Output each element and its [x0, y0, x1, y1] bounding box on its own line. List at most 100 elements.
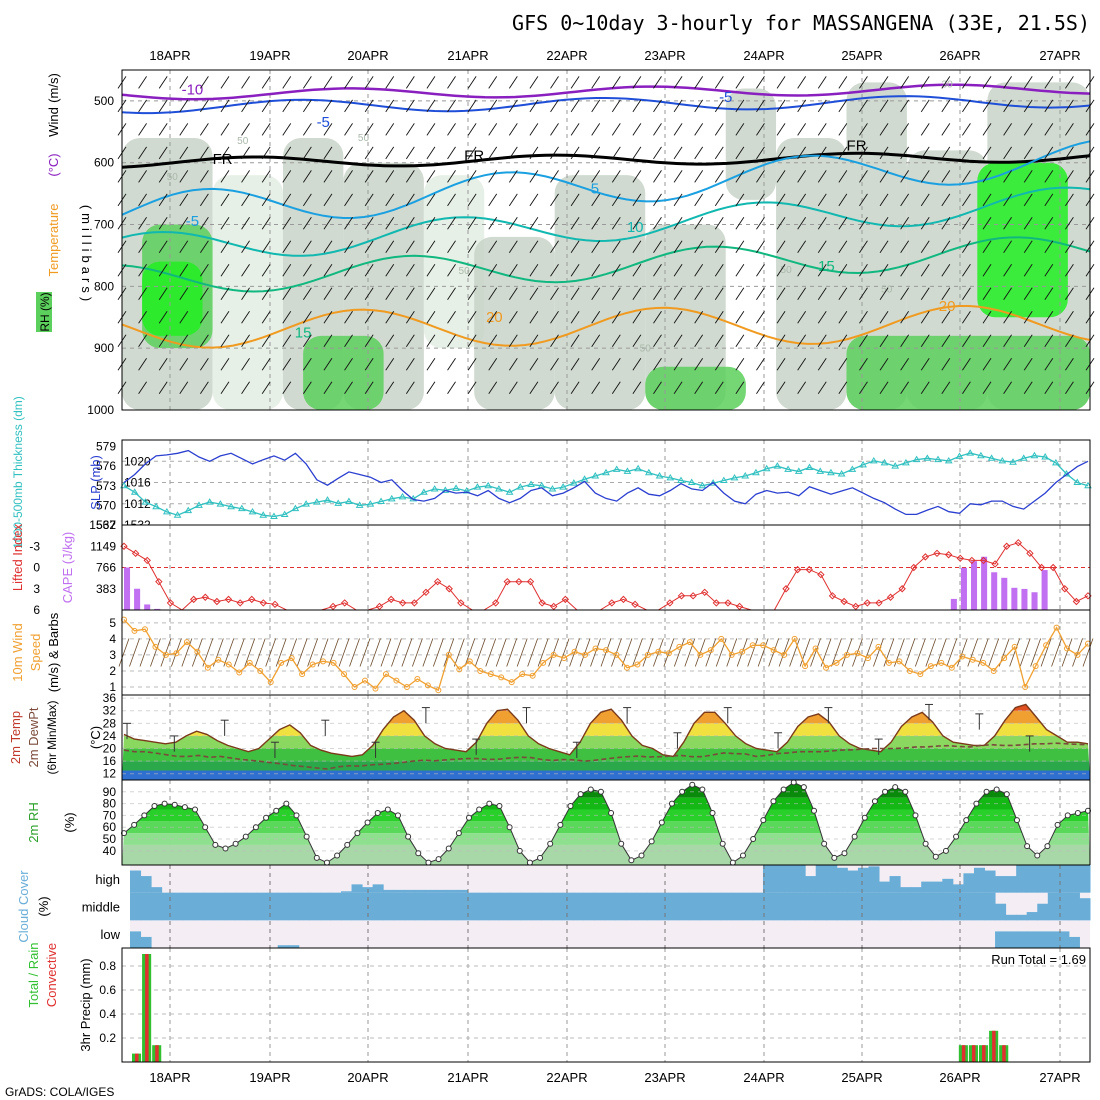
- wind-barb: [900, 76, 910, 89]
- wind-barb: [412, 638, 423, 667]
- wind-barb: [405, 146, 415, 160]
- precip-convective-bar: [1002, 1045, 1006, 1062]
- thickness-marker: [259, 511, 268, 518]
- rh-shade: [212, 175, 283, 410]
- temp-tick-label: 36: [103, 691, 117, 705]
- contour-label: FR: [847, 137, 867, 154]
- wind-barb: [405, 264, 415, 277]
- wind-barb: [220, 358, 230, 371]
- cloud-middle-bar: [604, 892, 616, 921]
- wind-barb: [364, 217, 374, 230]
- wind-barb: [653, 264, 662, 277]
- li-marker: [875, 599, 883, 607]
- rh-marker: [313, 854, 320, 861]
- rh-shade: [645, 366, 746, 410]
- wind-barb: [302, 99, 312, 113]
- wind-barb: [220, 123, 230, 136]
- wind-barb: [714, 264, 724, 277]
- wind-barb: [485, 638, 497, 667]
- rh-marker: [445, 845, 452, 852]
- wind-barb: [385, 146, 395, 160]
- wind-barb: [632, 638, 643, 667]
- wind-barb: [838, 240, 848, 254]
- wind-barb: [467, 381, 477, 394]
- rh-shade: [303, 335, 384, 410]
- wind-barb: [220, 99, 230, 113]
- wind-speed-line-marker: [938, 659, 945, 666]
- wind-speed-line-marker: [833, 659, 840, 666]
- rh-marker: [729, 859, 736, 866]
- rh-marker: [242, 833, 249, 840]
- rh-marker: [192, 806, 199, 813]
- wind-barb: [570, 358, 580, 371]
- wind-barb: [653, 193, 662, 207]
- wind-barb: [735, 146, 745, 160]
- wind-barb: [453, 638, 465, 667]
- cloud-middle-bar: [151, 892, 163, 921]
- thickness-marker: [505, 488, 514, 495]
- wind-barb: [405, 123, 415, 136]
- bottom-day-label: 22APR: [546, 1070, 587, 1085]
- rh-marker: [496, 802, 503, 809]
- wind-barb: [1023, 334, 1033, 348]
- rh-shade: [554, 175, 646, 410]
- contour-label: FR: [213, 151, 233, 168]
- wind-barb: [138, 217, 147, 230]
- cloud-middle-bar: [309, 892, 321, 921]
- rh-marker: [526, 859, 533, 866]
- wind-barb: [591, 334, 601, 348]
- wind-barb: [591, 193, 601, 207]
- precip-convective-bar: [155, 1045, 159, 1062]
- wind-barb: [1044, 99, 1054, 113]
- cape-tick-label: 1149: [90, 539, 116, 553]
- wind-barb: [879, 146, 889, 160]
- wind-barb: [776, 146, 786, 160]
- slp-tick-label: 1016: [124, 476, 151, 490]
- wind-barb: [261, 311, 271, 324]
- li-marker: [248, 595, 256, 604]
- wind-barb: [611, 170, 621, 183]
- wind-barb: [179, 311, 189, 324]
- wind-barb: [488, 123, 498, 136]
- wind-barb: [653, 170, 662, 183]
- cloud-middle-bar: [267, 892, 279, 921]
- wind-speed-line-marker: [309, 661, 316, 668]
- wind-barb: [694, 217, 704, 230]
- wind-barb: [673, 287, 683, 301]
- wind-barb: [200, 76, 209, 89]
- wind-barb: [138, 240, 147, 254]
- wind-barb: [1044, 193, 1054, 207]
- wind-barb: [508, 123, 518, 136]
- wind-barb: [694, 381, 704, 394]
- wind-barb: [673, 146, 683, 160]
- wind-speed-line-marker: [749, 642, 756, 649]
- cape-tick-label: 766: [96, 561, 116, 575]
- wind-barb: [364, 264, 374, 277]
- thickness-marker: [452, 484, 460, 491]
- thickness-marker: [1030, 451, 1039, 459]
- cape-bar: [971, 561, 978, 610]
- wind-barb: [570, 146, 580, 160]
- wind-barb: [282, 146, 292, 160]
- contour-label: 5: [591, 181, 599, 198]
- top-day-label: 22APR: [546, 48, 587, 63]
- li-marker: [1037, 563, 1046, 572]
- wind-barb: [962, 240, 971, 254]
- wind-barb: [385, 217, 395, 230]
- wind-barb: [859, 287, 868, 301]
- cloud-low-bar: [140, 936, 152, 948]
- cloud-middle-bar: [815, 892, 827, 921]
- cloud-high-bar: [889, 876, 901, 893]
- wind-barb: [941, 170, 951, 183]
- wind-barb: [158, 99, 168, 113]
- wind-barb: [736, 638, 748, 667]
- li-marker: [852, 602, 860, 611]
- rh-marker: [466, 814, 473, 821]
- wind-barb: [900, 99, 910, 113]
- cloud-middle-bar: [140, 892, 152, 921]
- wind-speed-line-marker: [770, 647, 777, 654]
- wind-barb: [714, 146, 724, 160]
- wind-barb: [261, 99, 271, 113]
- thickness-marker: [880, 458, 889, 466]
